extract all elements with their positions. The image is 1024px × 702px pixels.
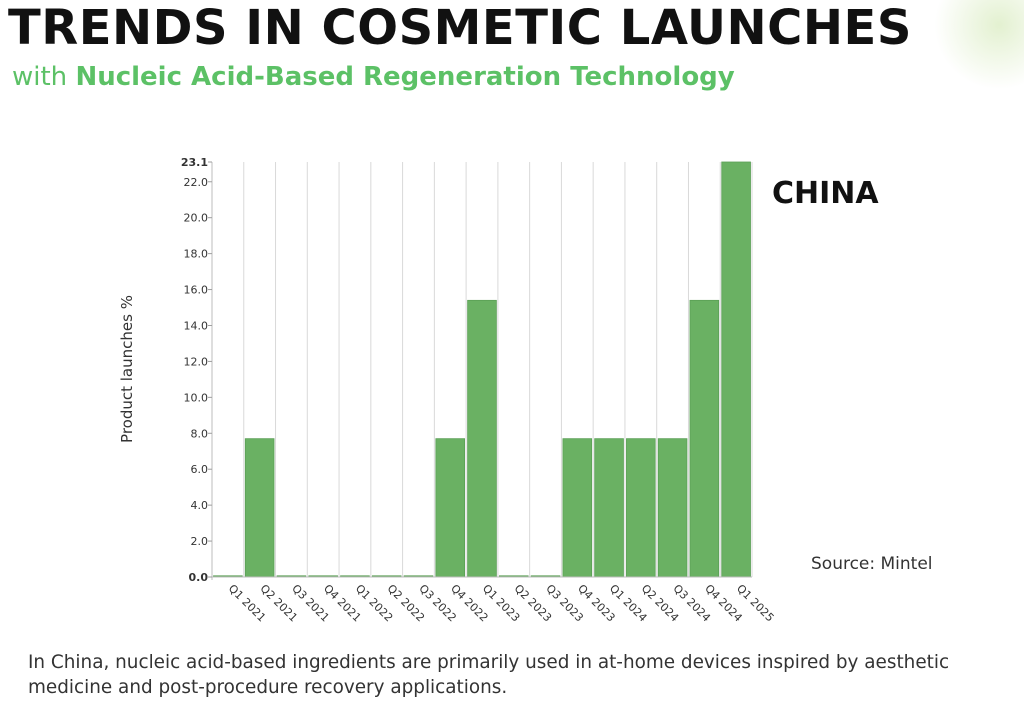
- bar: [594, 438, 624, 578]
- y-tick-label: 16.0: [184, 284, 209, 297]
- y-tick-label: 4.0: [191, 499, 209, 512]
- y-tick-label: 23.1: [181, 156, 208, 169]
- y-axis-label: Product launches %: [118, 295, 136, 443]
- page-title: TRENDS IN COSMETIC LAUNCHES: [8, 0, 912, 56]
- subtitle-prefix: with: [12, 62, 68, 92]
- y-tick-label: 22.0: [184, 176, 209, 189]
- bar: [721, 161, 751, 578]
- y-tick-label: 0.0: [189, 571, 209, 584]
- bar: [657, 438, 688, 578]
- bar: [689, 299, 720, 578]
- caption-text: In China, nucleic acid-based ingredients…: [28, 652, 950, 698]
- y-tick-label: 2.0: [191, 535, 209, 548]
- bar: [467, 299, 497, 578]
- bar: [562, 438, 593, 578]
- y-tick-label: 10.0: [184, 391, 209, 404]
- y-tick-label: 14.0: [184, 319, 209, 332]
- page-subtitle: with Nucleic Acid-Based Regeneration Tec…: [12, 60, 735, 94]
- y-tick-label: 12.0: [184, 355, 209, 368]
- bar: [626, 438, 656, 578]
- source-note: Source: Mintel: [811, 554, 933, 574]
- bar: [435, 438, 466, 578]
- y-tick-label: 20.0: [184, 212, 209, 225]
- chart-region-label: CHINA: [772, 176, 879, 211]
- y-tick-label: 18.0: [184, 248, 209, 261]
- y-tick-label: 6.0: [191, 463, 209, 476]
- y-tick-label: 8.0: [191, 427, 209, 440]
- bar: [244, 438, 275, 578]
- subtitle-highlight: Nucleic Acid-Based Regeneration Technolo…: [75, 62, 735, 92]
